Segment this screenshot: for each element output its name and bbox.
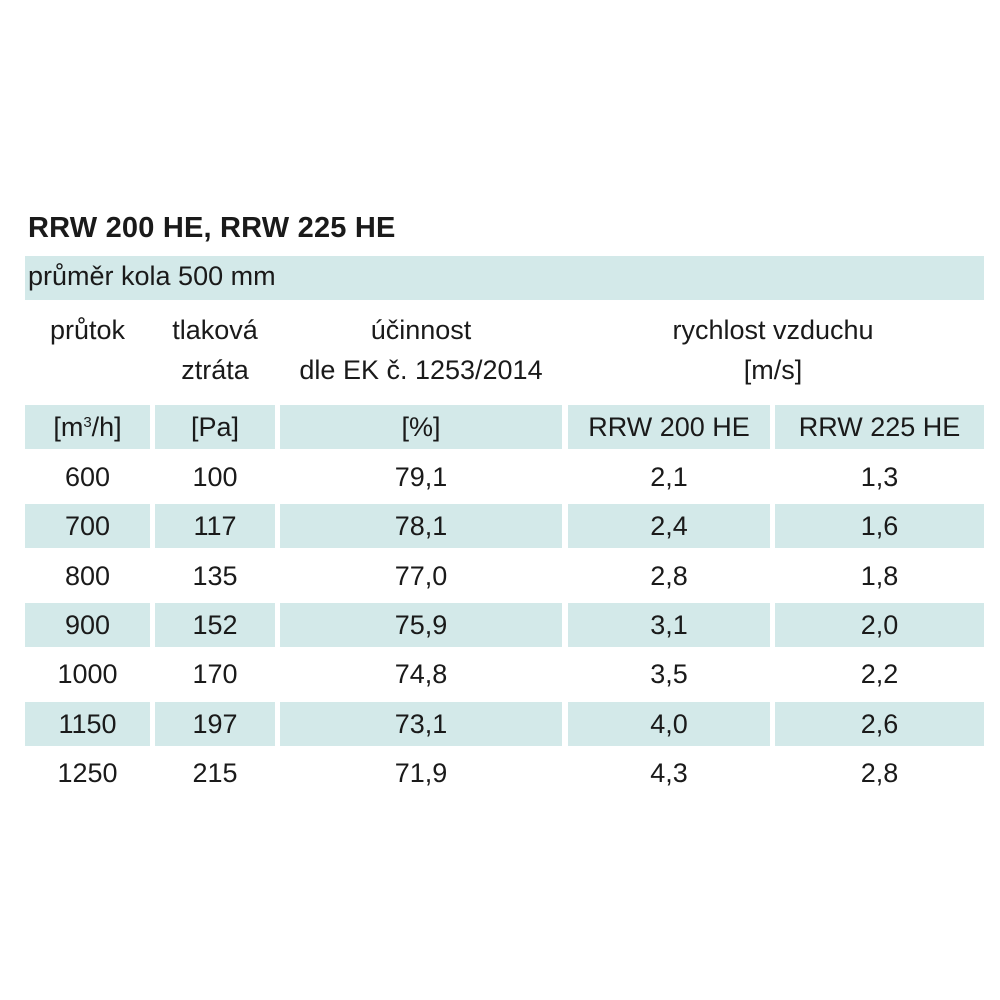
- table-title: RRW 200 HE, RRW 225 HE: [28, 212, 396, 244]
- unit-flow: [m3/h]: [53, 412, 122, 442]
- header-efficiency: účinnost dle EK č. 1253/2014: [299, 315, 543, 385]
- table-cell-efficiency: 73,1: [394, 709, 448, 739]
- table-cell-pressure: 197: [192, 709, 238, 739]
- table-cell-speed-b: 1,8: [860, 561, 899, 591]
- table-cell-speed-a: 4,0: [650, 709, 688, 739]
- table-cell-efficiency: 71,9: [394, 758, 448, 788]
- row-band-speed-b: [775, 603, 984, 647]
- row-band-speed-a: [568, 603, 770, 647]
- units-band-efficiency: [280, 405, 562, 449]
- table-cell-flow: 800: [64, 561, 111, 591]
- table-cell-efficiency: 78,1: [394, 511, 448, 541]
- row-band-speed-a: [568, 504, 770, 548]
- table-cell-speed-b: 2,0: [860, 610, 899, 640]
- table-cell-speed-a: 3,1: [650, 610, 688, 640]
- row-band-speed-b: [775, 504, 984, 548]
- table-cell-speed-a: 2,8: [650, 561, 688, 591]
- table-cell-efficiency: 79,1: [394, 462, 448, 492]
- table-cell-efficiency: 74,8: [394, 659, 448, 689]
- table-cell-pressure: 170: [192, 659, 238, 689]
- table-cell-efficiency: 77,0: [394, 561, 448, 591]
- subtitle-text: průměr kola 500 mm: [28, 261, 276, 291]
- table-cell-flow: 1250: [57, 758, 118, 788]
- table-cell-speed-a: 2,1: [650, 462, 688, 492]
- table-cell-efficiency: 75,9: [394, 610, 448, 640]
- table-cell-pressure: 117: [193, 511, 237, 541]
- row-band-efficiency: [280, 603, 562, 647]
- table-cell-speed-b: 1,3: [860, 462, 899, 492]
- table-cell-flow: 600: [64, 462, 111, 492]
- table-cell-speed-a: 3,5: [650, 659, 688, 689]
- row-band-efficiency: [280, 702, 562, 746]
- row-band-flow: [25, 603, 150, 647]
- header-speed: rychlost vzduchu [m/s]: [672, 315, 874, 385]
- row-band-flow: [25, 504, 150, 548]
- units-band-speed-a: [568, 405, 770, 449]
- units-band-flow: [25, 405, 150, 449]
- row-band-pressure: [155, 603, 275, 647]
- table-cell-speed-b: 2,8: [860, 758, 899, 788]
- header-pressure: tlaková ztráta: [172, 315, 258, 385]
- table-cell-pressure: 152: [192, 610, 238, 640]
- unit-pressure: [Pa]: [190, 412, 240, 442]
- units-band-pressure: [155, 405, 275, 449]
- table-cell-flow: 900: [64, 610, 111, 640]
- row-band-efficiency: [280, 504, 562, 548]
- subtitle-bar: průměr kola 500 mm: [25, 256, 984, 300]
- table-cell-speed-a: 2,4: [650, 511, 688, 541]
- row-band-pressure: [155, 504, 275, 548]
- table-cell-flow: 1150: [58, 709, 117, 739]
- row-band-speed-b: [775, 702, 984, 746]
- table-cell-speed-a: 4,3: [650, 758, 688, 788]
- table-cell-speed-b: 2,6: [860, 709, 899, 739]
- header-flow: průtok: [49, 315, 126, 345]
- row-band-speed-a: [568, 702, 770, 746]
- table-cell-pressure: 100: [192, 462, 238, 492]
- unit-speed-a: RRW 200 HE: [588, 412, 750, 442]
- table-cell-speed-b: 2,2: [860, 659, 899, 689]
- table-cell-flow: 700: [64, 511, 111, 541]
- table-cell-flow: 1000: [57, 659, 118, 689]
- row-band-pressure: [155, 702, 275, 746]
- table-cell-speed-b: 1,6: [860, 511, 899, 541]
- units-band-speed-b: [775, 405, 984, 449]
- table-cell-pressure: 135: [192, 561, 238, 591]
- unit-efficiency: [%]: [401, 412, 441, 442]
- row-band-flow: [25, 702, 150, 746]
- table-cell-pressure: 215: [192, 758, 238, 788]
- unit-speed-b: RRW 225 HE: [798, 412, 961, 442]
